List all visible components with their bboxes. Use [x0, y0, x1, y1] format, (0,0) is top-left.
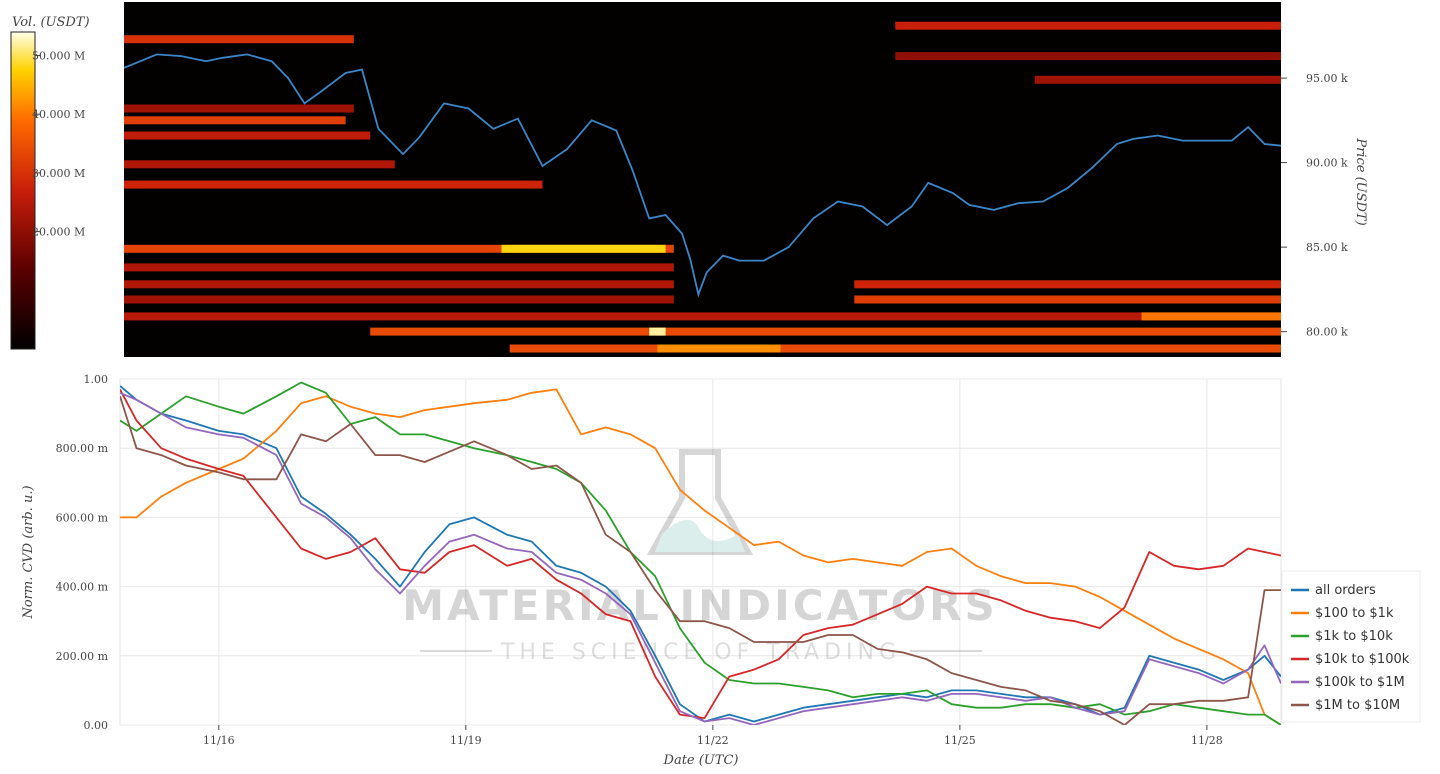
liquidity-band	[124, 160, 395, 169]
colorbar-title: Vol. (USDT)	[12, 15, 90, 30]
liquidity-band	[124, 131, 371, 140]
cvd-y-ticks: 1.00 800.00 m 600.00 m 400.00 m 200.00 m 0.00	[56, 373, 109, 732]
colorbar-gradient	[10, 31, 36, 350]
colorbar-tick-label: 20.000 M	[32, 226, 85, 239]
colorbar-ticks: 50.000 M 40.000 M 30.000 M 20.000 M	[32, 49, 85, 238]
liquidity-band	[501, 244, 666, 253]
liquidity-band	[124, 104, 354, 113]
legend-label: $1k to $10k	[1315, 629, 1393, 644]
liquidity-band	[895, 21, 1281, 30]
legend: all orders $100 to $1k $1k to $10k $10k to …	[1281, 570, 1421, 723]
legend-label: $100 to $1k	[1315, 606, 1394, 621]
liquidity-band	[370, 327, 1281, 336]
legend-label: $1M to $10M	[1315, 698, 1400, 713]
cvd-y-tick-label: 600.00 m	[56, 511, 109, 524]
liquidity-band	[895, 52, 1281, 61]
colorbar: Vol. (USDT) 50.000 M 40.000 M 30.000 M 20.0…	[10, 15, 90, 350]
cvd-x-axis-title: Date (UTC)	[663, 753, 739, 768]
price-tick-label: 95.00 k	[1306, 72, 1348, 85]
watermark-subtitle: THE SCIENCE OF TRADING	[500, 640, 901, 665]
cvd-x-tick-label: 11/22	[697, 734, 729, 747]
cvd-x-tick-label: 11/19	[450, 734, 482, 747]
price-line	[124, 53, 1281, 298]
cvd-panel: MATERIAL INDICATORS THE SCIENCE OF TRADI…	[21, 373, 1282, 768]
liquidity-band	[509, 344, 1281, 353]
liquidity-band	[657, 344, 781, 353]
cvd-series-lines	[120, 381, 1281, 725]
price-tick-label: 90.00 k	[1306, 157, 1348, 170]
cvd-gridlines	[120, 378, 1281, 726]
liquidity-bands	[124, 21, 1281, 353]
colorbar-tick-label: 40.000 M	[32, 108, 85, 121]
cvd-y-tick-label: 200.00 m	[56, 650, 109, 663]
liquidity-band	[854, 295, 1281, 304]
cvd-plot-area	[119, 378, 1282, 726]
liquidity-band	[124, 312, 1281, 321]
price-tick-label: 80.00 k	[1306, 326, 1348, 339]
price-axis-title: Price (USDT)	[1353, 137, 1368, 225]
price-tick-label: 85.00 k	[1306, 241, 1348, 254]
liquidity-band	[124, 180, 543, 189]
cvd-x-ticks: 11/16 11/19 11/22 11/25 11/28	[203, 725, 1223, 747]
cvd-x-tick-label: 11/28	[1191, 734, 1223, 747]
colorbar-tick-label: 30.000 M	[32, 167, 85, 180]
cvd-series-line	[120, 388, 1281, 719]
liquidity-band	[649, 327, 666, 336]
watermark-flask-icon	[646, 449, 754, 555]
liquidity-band	[124, 295, 674, 304]
cvd-y-tick-label: 0.00	[84, 719, 109, 732]
liquidity-band	[124, 116, 346, 125]
liquidity-band	[124, 244, 674, 253]
cvd-y-tick-label: 800.00 m	[56, 442, 109, 455]
liquidity-band	[1141, 312, 1281, 321]
legend-label: all orders	[1315, 583, 1376, 598]
liquidity-band	[124, 263, 674, 272]
legend-label: $10k to $100k	[1315, 652, 1410, 667]
cvd-y-tick-label: 400.00 m	[56, 581, 109, 594]
cvd-x-tick-label: 11/16	[203, 734, 235, 747]
cvd-y-axis-title: Norm. CVD (arb. u.)	[21, 485, 36, 619]
legend-box	[1281, 570, 1421, 723]
liquidity-band	[854, 280, 1281, 289]
colorbar-tick-label: 50.000 M	[32, 49, 85, 62]
watermark-title: MATERIAL INDICATORS	[402, 581, 998, 630]
liquidity-band	[1034, 75, 1281, 84]
liquidity-band	[124, 35, 354, 44]
cvd-series-line	[120, 388, 1281, 725]
liquidity-band	[124, 280, 674, 289]
price-axis-ticks: 95.00 k 90.00 k 85.00 k 80.00 k	[1281, 72, 1348, 339]
cvd-x-tick-label: 11/25	[944, 734, 976, 747]
cvd-series-line	[120, 381, 1281, 725]
cvd-series-line	[120, 396, 1281, 725]
heatmap-panel: 95.00 k 90.00 k 85.00 k 80.00 k Price (USDT…	[124, 2, 1368, 357]
legend-label: $100k to $1M	[1315, 675, 1405, 690]
cvd-y-tick-label: 1.00	[84, 373, 109, 386]
